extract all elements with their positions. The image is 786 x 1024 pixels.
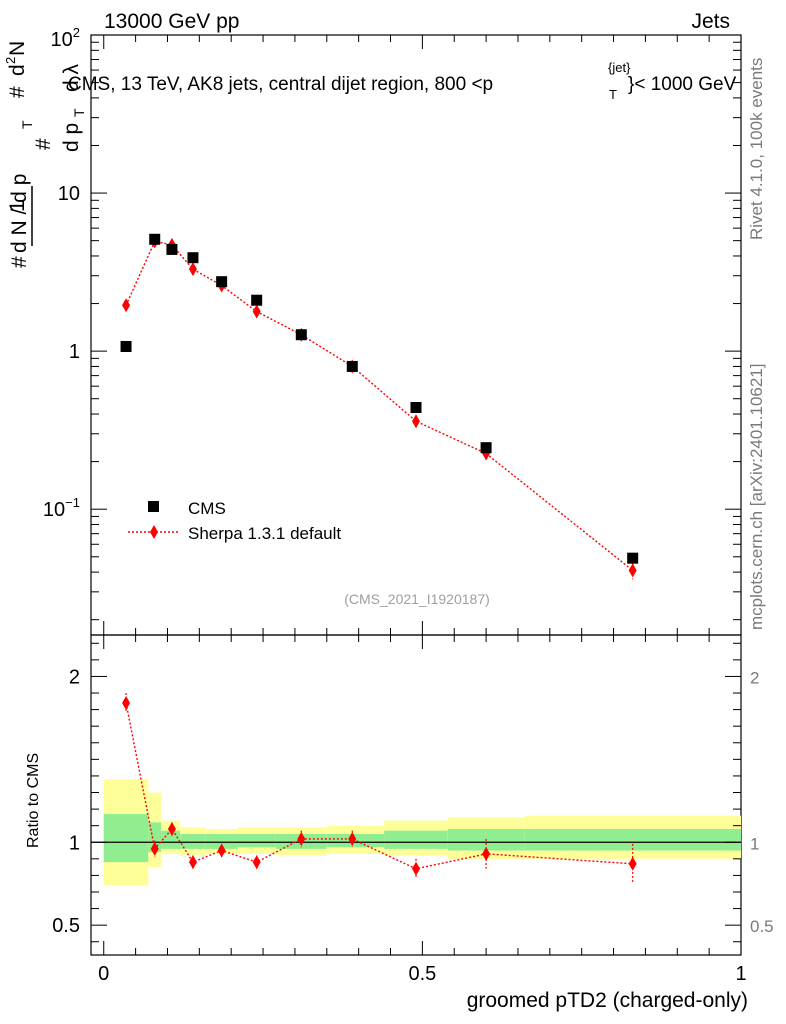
cms-point-0	[120, 340, 132, 352]
cms-point-3	[187, 252, 199, 264]
plot-title-sub: T	[609, 87, 617, 102]
sherpa-ratio-point-8	[412, 861, 420, 876]
sherpa-point-10	[628, 563, 637, 578]
y-label-hash-2: #	[32, 138, 55, 150]
sherpa-ratio-point-7	[348, 831, 357, 846]
x-axis-label: groomed pTD2 (charged-only)	[467, 989, 748, 1012]
sherpa-ratio-point-6	[297, 831, 306, 846]
sherpa-ratio-point-9	[482, 846, 491, 861]
plot-title-text: CMS, 13 TeV, AK8 jets, central dijet reg…	[68, 74, 493, 95]
main-series	[120, 233, 639, 580]
y-tick-label-100: 102	[51, 25, 80, 51]
cms-point-1	[149, 233, 161, 245]
category-label: Jets	[691, 10, 730, 33]
analysis-id: (CMS_2021_I1920187)	[344, 591, 490, 607]
ratio-axis-label: Ratio to CMS	[25, 753, 42, 848]
ratio-stat-band-8	[384, 830, 448, 849]
ratio-stat-band-5	[237, 833, 276, 848]
mcplots-label: mcplots.cern.ch [arXiv:2401.10621]	[747, 364, 766, 630]
sherpa-ratio-point-0	[122, 695, 131, 710]
y-label-hash-3: #	[6, 86, 29, 98]
cms-point-8	[410, 401, 422, 413]
y-label-dl: d λ	[60, 63, 83, 92]
ratio-y-ticks	[91, 642, 741, 943]
cms-point-10	[627, 552, 639, 564]
sherpa-ratio-point-2	[167, 821, 176, 836]
sherpa-point-3	[188, 262, 197, 277]
cms-point-5	[251, 294, 263, 306]
sherpa-point-0	[122, 298, 131, 313]
ratio-stat-band-2	[161, 830, 181, 849]
legend-label-cms: CMS	[188, 499, 226, 518]
ratio-stat-band-0	[103, 814, 149, 863]
plot-title-sup: {jet}	[608, 60, 631, 75]
ratio-tick-label-2: 2	[69, 666, 80, 688]
y-label-d2: d	[6, 64, 29, 76]
x-tick-label-0: 0	[98, 963, 109, 985]
sherpa-ratio-point-4	[217, 843, 226, 858]
sherpa-ratio-point-3	[188, 855, 197, 870]
y-tick-label-0.1: 10−1	[43, 495, 80, 521]
y-label-dn-dpt: d N / d p	[8, 174, 31, 253]
ratio-tick-label-right-2: 2	[750, 668, 759, 687]
ratio-plot-frame	[90, 634, 742, 956]
ratio-uncertainty-bands	[103, 779, 741, 886]
sherpa-ratio-point-5	[252, 855, 261, 870]
y-tick-100-base: 10	[51, 29, 73, 51]
sherpa-ratio-point-1	[150, 841, 159, 856]
ratio-stat-band-10	[524, 828, 741, 851]
y-tick-label-10: 10	[58, 183, 80, 205]
ratio-stat-band-3	[180, 833, 206, 849]
y-tick-0.1-base: 10	[43, 499, 65, 521]
cms-point-9	[480, 442, 492, 454]
y-label-hash-1: #	[8, 256, 31, 268]
ratio-tick-label-1: 1	[69, 832, 80, 854]
y-tick-100-exp: 2	[73, 25, 80, 40]
energy-label: 13000 GeV pp	[104, 10, 239, 33]
ratio-tick-label-0.5: 0.5	[52, 915, 80, 937]
y-label-sub-t2: T	[71, 108, 87, 117]
sherpa-line	[125, 240, 634, 571]
legend-label-sherpa: Sherpa 1.3.1 default	[188, 524, 341, 543]
cms-point-6	[295, 329, 307, 341]
ratio-stat-band-7	[326, 833, 385, 848]
legend-marker-cms	[148, 501, 159, 512]
y-label-n: N	[6, 41, 29, 56]
y-tick-label-1: 1	[69, 341, 80, 363]
sherpa-point-8	[412, 414, 420, 429]
ratio-tick-label-right-1: 1	[750, 834, 759, 853]
ratio-stat-band-4	[205, 833, 238, 849]
rivet-version-label: Rivet 4.1.0, 100k events	[747, 58, 766, 240]
ratio-tick-label-right-0.5: 0.5	[750, 917, 774, 936]
sherpa-ratio-point-10	[628, 856, 637, 871]
legend: CMS Sherpa 1.3.1 default	[128, 499, 341, 543]
plot-title: CMS, 13 TeV, AK8 jets, central dijet reg…	[68, 60, 737, 102]
plot-title-end: }< 1000 GeV	[628, 74, 737, 95]
sherpa-ratio-line	[125, 702, 633, 870]
sherpa-point-5	[252, 304, 261, 319]
y-tick-0.1-exp: −1	[65, 495, 80, 510]
x-tick-label-0.5: 0.5	[408, 963, 436, 985]
cms-point-4	[216, 276, 228, 288]
cms-point-7	[346, 360, 358, 372]
y-label-dp: d p	[60, 123, 83, 152]
legend-marker-sherpa	[150, 525, 158, 539]
y-label-sup-2: 2	[3, 57, 18, 64]
y-label-sub-t: T	[19, 120, 35, 129]
ratio-series	[122, 693, 637, 884]
y-axis-label: # d N / d p T 1 # d p T d λ # d 2 N	[3, 41, 87, 268]
x-tick-label-1: 1	[735, 963, 746, 985]
main-plot-frame	[90, 34, 742, 636]
main-y-ticks	[91, 41, 741, 621]
cms-point-2	[166, 243, 178, 255]
x-ticks	[103, 35, 742, 955]
y-label-one: 1	[6, 200, 29, 212]
